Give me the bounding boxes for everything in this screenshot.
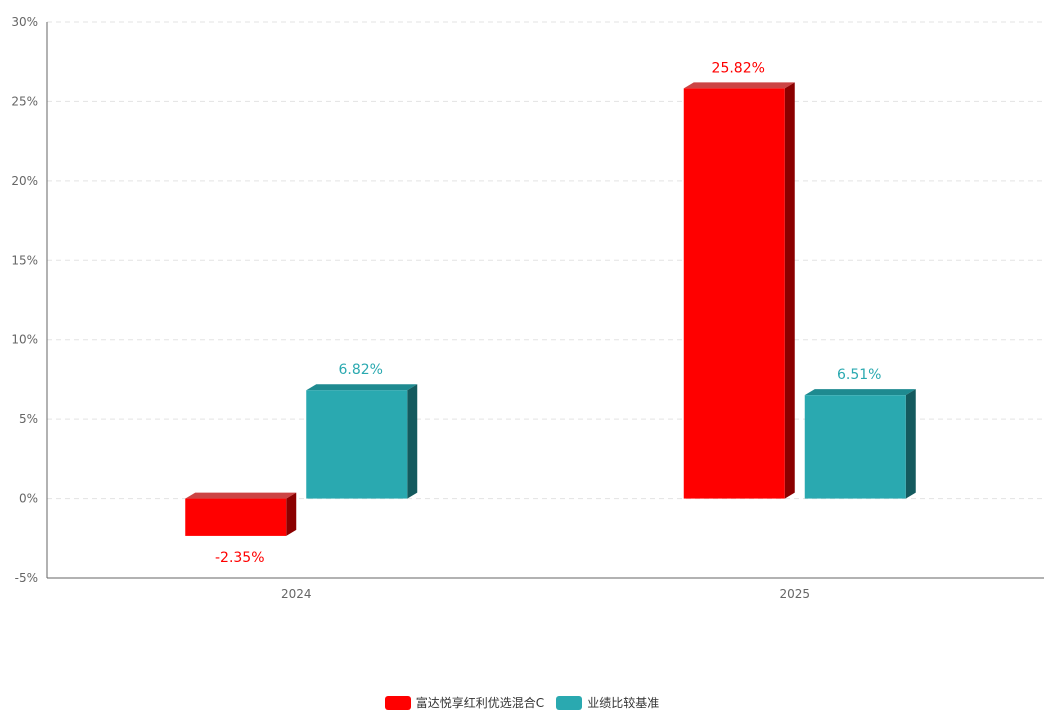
x-tick-label: 2024 bbox=[281, 587, 312, 601]
legend: 富达悦享红利优选混合C 业绩比较基准 bbox=[0, 694, 1044, 711]
bar-front-face bbox=[804, 395, 906, 499]
bars bbox=[185, 82, 916, 536]
bar-side-face bbox=[286, 492, 297, 536]
data-label: 6.82% bbox=[339, 362, 383, 378]
y-tick-label: 10% bbox=[11, 333, 38, 347]
bar-front-face bbox=[683, 88, 785, 499]
bar[interactable] bbox=[683, 82, 795, 499]
bar-front-face bbox=[306, 390, 408, 499]
legend-swatch-fund bbox=[384, 695, 411, 710]
legend-item-benchmark[interactable]: 业绩比较基准 bbox=[556, 694, 659, 711]
legend-label-benchmark: 业绩比较基准 bbox=[587, 696, 660, 710]
y-tick-label: -5% bbox=[15, 571, 38, 585]
y-tick-label: 15% bbox=[11, 253, 38, 267]
legend-swatch-benchmark bbox=[556, 695, 583, 710]
legend-label-fund: 富达悦享红利优选混合C bbox=[415, 696, 545, 710]
x-axis-ticks: 2024 2025 bbox=[281, 587, 810, 601]
y-tick-label: 20% bbox=[11, 174, 38, 188]
bar[interactable] bbox=[185, 492, 297, 536]
bar[interactable] bbox=[306, 384, 418, 499]
bar-top-face bbox=[185, 492, 297, 499]
bar-side-face bbox=[905, 389, 916, 499]
bar-side-face bbox=[784, 82, 795, 499]
data-label: 6.51% bbox=[837, 367, 881, 383]
bar-top-face bbox=[683, 82, 795, 89]
legend-item-fund[interactable]: 富达悦享红利优选混合C bbox=[384, 694, 545, 711]
bar-top-face bbox=[306, 384, 418, 391]
bar-side-face bbox=[407, 384, 418, 499]
bar-top-face bbox=[804, 389, 916, 396]
data-label: 25.82% bbox=[712, 60, 765, 76]
bar-front-face bbox=[185, 498, 287, 536]
y-tick-label: 0% bbox=[19, 492, 38, 506]
x-tick-label: 2025 bbox=[779, 587, 810, 601]
bar[interactable] bbox=[804, 389, 916, 499]
data-label: -2.35% bbox=[215, 550, 265, 566]
y-axis-ticks: 30% 25% 20% 15% 10% 5% 0% -5% bbox=[11, 15, 38, 585]
y-tick-label: 30% bbox=[11, 15, 38, 29]
y-tick-label: 5% bbox=[19, 412, 38, 426]
y-tick-label: 25% bbox=[11, 94, 38, 108]
data-labels: -2.35% 25.82% 6.82% 6.51% bbox=[215, 60, 882, 566]
